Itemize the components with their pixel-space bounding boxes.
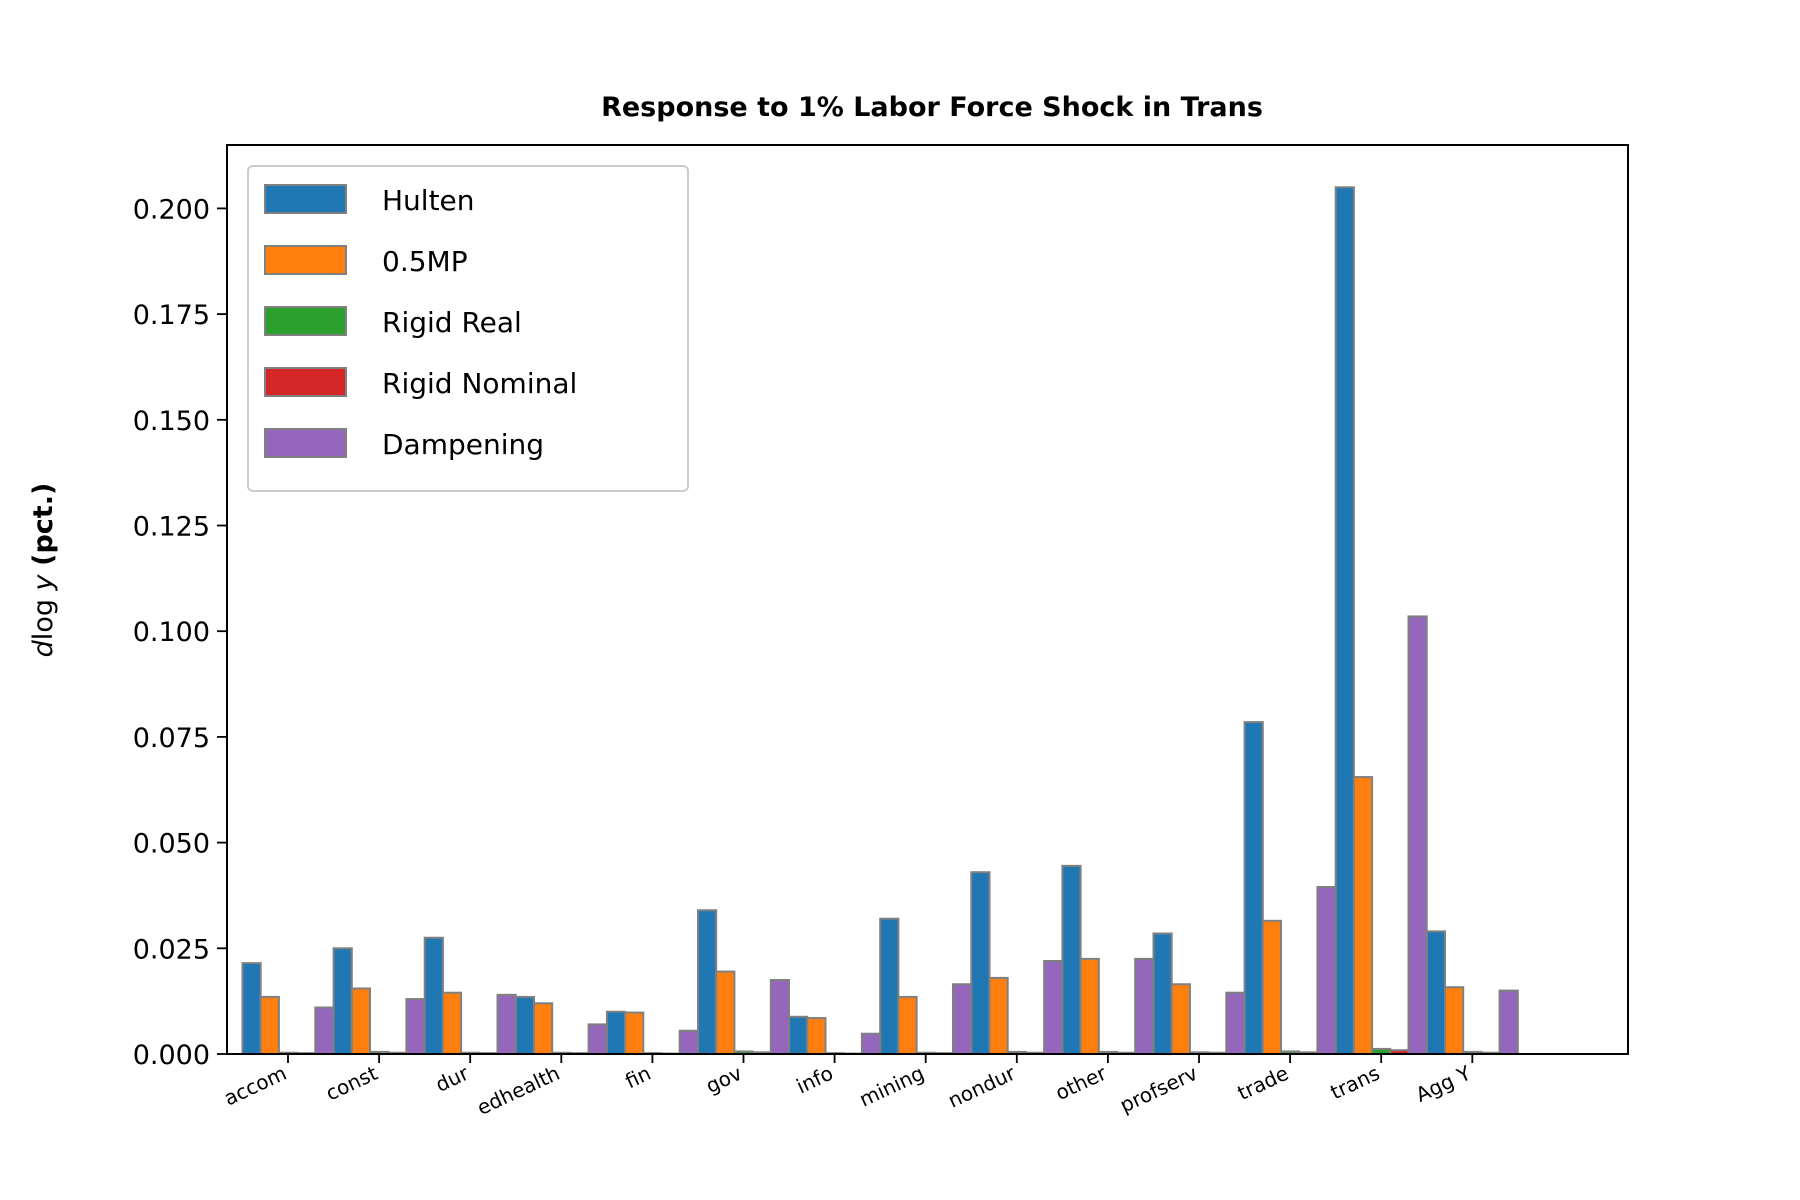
- bar-dampening-fin: [678, 1029, 699, 1055]
- svg-text:dlog y (pct.): dlog y (pct.): [28, 483, 59, 658]
- y-axis-label: dlog y (pct.): [28, 483, 59, 658]
- bar-hulten-accom: [241, 962, 262, 1055]
- x-tick-label: profserv: [1116, 1061, 1201, 1118]
- legend-swatch: [264, 245, 347, 275]
- bar-0-5mp-trans: [1352, 776, 1374, 1055]
- bar-dampening-const: [405, 998, 426, 1055]
- legend-swatch: [264, 428, 347, 458]
- bar-hulten-edhealth: [514, 995, 535, 1055]
- bar-dampening-trans: [1407, 615, 1428, 1055]
- y-axis-label-unit: (pct.): [28, 483, 59, 566]
- x-tick-label: fin: [621, 1061, 654, 1093]
- bar-hulten-dur: [423, 936, 444, 1055]
- bar-dampening-other: [1134, 957, 1155, 1055]
- bar-0-5mp-edhealth: [533, 1002, 554, 1056]
- x-tick-label: trade: [1234, 1061, 1292, 1105]
- bar-hulten-trans: [1334, 186, 1355, 1055]
- bar-hulten-trade: [1243, 721, 1264, 1055]
- legend-box: [247, 165, 689, 492]
- bar-hulten-const: [332, 947, 353, 1055]
- x-tick-label: nondur: [944, 1060, 1019, 1112]
- x-tick-label: const: [322, 1061, 381, 1106]
- x-tick-label: accom: [220, 1061, 290, 1111]
- y-tick-label: 0.150: [133, 406, 210, 437]
- bar-0-5mp-nondur: [988, 976, 1009, 1056]
- bar-dampening-info: [860, 1032, 882, 1055]
- bar-0-5mp-info: [806, 1017, 827, 1055]
- x-tick-label: dur: [432, 1060, 473, 1096]
- x-tick-label: edhealth: [473, 1061, 563, 1120]
- bar-hulten-other: [1061, 864, 1082, 1055]
- y-tick-label: 0.125: [133, 512, 210, 543]
- plot-frame: [226, 144, 1629, 1055]
- legend: Hulten 0.5MP Rigid Real Rigid Nominal Dampen…: [247, 165, 689, 492]
- bar-hulten-info: [788, 1015, 809, 1055]
- x-tick-label: other: [1052, 1060, 1111, 1105]
- bar-0-5mp-agg-y: [1444, 986, 1465, 1056]
- bar-dampening-profserv: [1225, 991, 1246, 1056]
- bar-0-5mp-gov: [715, 970, 736, 1055]
- bar-0-5mp-const: [350, 987, 371, 1055]
- y-tick-label: 0.025: [133, 934, 210, 965]
- bar-dampening-accom: [314, 1006, 335, 1055]
- bar-hulten-fin: [605, 1010, 627, 1055]
- bar-dampening-trade: [1316, 886, 1337, 1055]
- x-tick-label: mining: [855, 1061, 927, 1112]
- x-tick-label: info: [793, 1061, 837, 1099]
- x-tick-label: Agg Y: [1412, 1060, 1475, 1106]
- x-tick-label: trans: [1327, 1061, 1384, 1104]
- y-tick-label: 0.100: [133, 617, 210, 648]
- chart-title: Response to 1% Labor Force Shock in Tran…: [601, 92, 1263, 123]
- bar-0-5mp-other: [1079, 957, 1100, 1055]
- bar-0-5mp-dur: [441, 991, 463, 1056]
- legend-label: Hulten: [382, 184, 475, 217]
- bar-hulten-nondur: [970, 871, 991, 1056]
- bar-hulten-mining: [879, 917, 900, 1056]
- bar-dampening-dur: [496, 993, 517, 1055]
- y-tick-label: 0.000: [133, 1040, 210, 1071]
- bar-0-5mp-fin: [624, 1011, 645, 1056]
- bar-0-5mp-mining: [897, 995, 918, 1055]
- bar-dampening-gov: [769, 979, 790, 1056]
- bar-0-5mp-trade: [1261, 919, 1283, 1055]
- bar-dampening-edhealth: [587, 1023, 608, 1056]
- y-tick-label: 0.075: [133, 723, 210, 754]
- legend-label: Rigid Nominal: [382, 367, 577, 400]
- legend-label: 0.5MP: [382, 245, 468, 278]
- bar-hulten-gov: [697, 909, 718, 1055]
- legend-label: Dampening: [382, 428, 544, 461]
- bar-dampening-mining: [952, 983, 973, 1055]
- legend-swatch: [264, 367, 347, 397]
- bar-0-5mp-accom: [259, 995, 280, 1055]
- y-tick-label: 0.175: [133, 300, 210, 331]
- legend-swatch: [264, 306, 347, 336]
- bar-hulten-agg-y: [1425, 930, 1447, 1056]
- bar-hulten-profserv: [1152, 932, 1173, 1055]
- legend-label: Rigid Real: [382, 306, 522, 339]
- x-tick-label: gov: [702, 1061, 746, 1098]
- bar-dampening-nondur: [1043, 959, 1064, 1055]
- y-tick-label: 0.200: [133, 194, 210, 225]
- y-tick-label: 0.050: [133, 829, 210, 860]
- bar-dampening-agg-y: [1498, 989, 1519, 1056]
- legend-swatch: [264, 184, 347, 214]
- bar-0-5mp-profserv: [1170, 983, 1191, 1055]
